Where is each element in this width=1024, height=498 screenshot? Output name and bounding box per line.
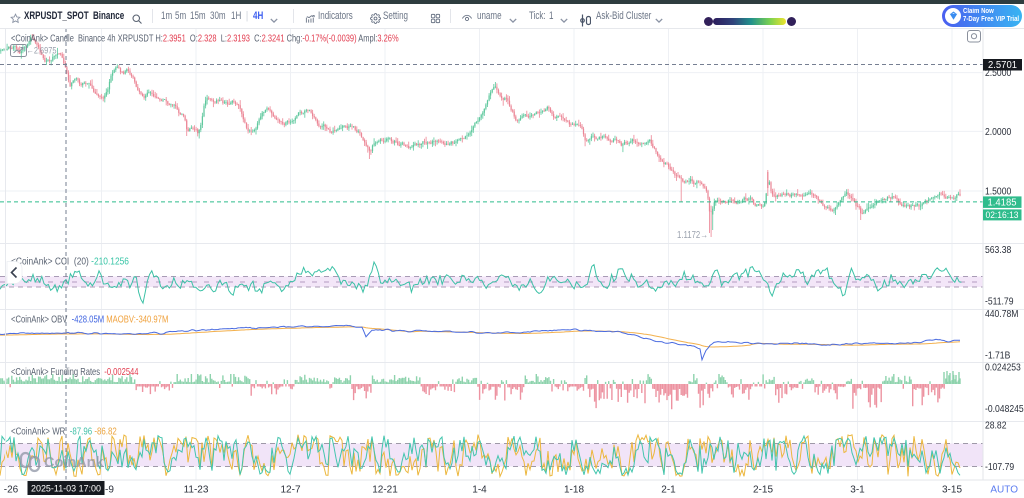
- svg-text:563.38: 563.38: [985, 244, 1011, 255]
- svg-text:<CoinAnk> Funding Rates -0.00: <CoinAnk> Funding Rates -0.002544: [11, 366, 139, 377]
- svg-text:1-4: 1-4: [472, 485, 487, 496]
- svg-text:2.0000: 2.0000: [985, 126, 1011, 137]
- svg-text:0.024253: 0.024253: [985, 362, 1021, 373]
- svg-text:-107.79: -107.79: [985, 461, 1014, 472]
- svg-text:-0.048245: -0.048245: [985, 403, 1024, 414]
- svg-text:←2.6975: ←2.6975: [27, 45, 57, 56]
- svg-text:<CoinAnk> Candle Binance 4h X: <CoinAnk> Candle Binance 4h XRPUSDT H:2.…: [11, 32, 399, 43]
- svg-text:2.5701: 2.5701: [988, 60, 1017, 71]
- svg-text:<CoinAnk> WR -87.96 -86.82: <CoinAnk> WR -87.96 -86.82: [11, 426, 117, 437]
- svg-text:1.1172→: 1.1172→: [677, 229, 708, 240]
- svg-text:-511.79: -511.79: [985, 296, 1013, 307]
- svg-text:AUTO: AUTO: [990, 485, 1018, 496]
- svg-text:-9: -9: [105, 485, 114, 496]
- svg-text:1-18: 1-18: [564, 485, 584, 496]
- svg-text:<CoinAnk> OBV -428.05M MAOBV:: <CoinAnk> OBV -428.05M MAOBV:-340.97M: [11, 314, 168, 325]
- svg-text:2-15: 2-15: [753, 485, 773, 496]
- svg-text:440.78M: 440.78M: [985, 309, 1018, 320]
- svg-text:12-7: 12-7: [280, 485, 300, 496]
- svg-text:1.4185: 1.4185: [988, 197, 1017, 208]
- svg-text:-1.71B: -1.71B: [985, 350, 1010, 361]
- svg-text:CoinAnk: CoinAnk: [44, 455, 105, 471]
- svg-text:-26: -26: [4, 485, 19, 496]
- svg-text:1.5000: 1.5000: [985, 186, 1011, 197]
- svg-text:02:16:13: 02:16:13: [986, 210, 1019, 221]
- svg-text:28.82: 28.82: [985, 420, 1006, 431]
- svg-text:3-15: 3-15: [942, 485, 962, 496]
- svg-text:3-1: 3-1: [850, 485, 865, 496]
- svg-text:2025-11-03 17:00: 2025-11-03 17:00: [31, 484, 101, 495]
- svg-text:11-23: 11-23: [184, 485, 209, 496]
- svg-text:2-1: 2-1: [661, 485, 676, 496]
- svg-text:12-21: 12-21: [372, 485, 398, 496]
- svg-text:<CoinAnk> CCI (20) -210.1256: <CoinAnk> CCI (20) -210.1256: [11, 256, 129, 267]
- svg-text:2.5000: 2.5000: [985, 67, 1011, 78]
